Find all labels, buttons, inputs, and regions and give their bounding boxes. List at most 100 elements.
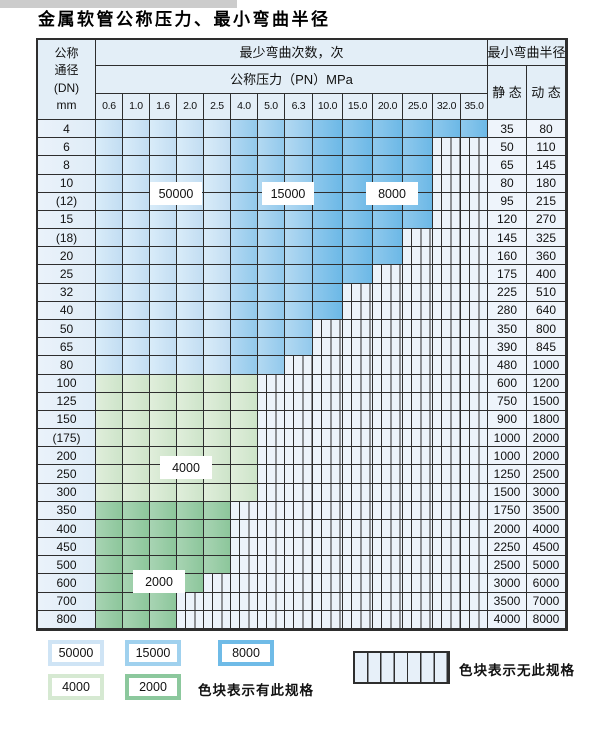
spec-cell xyxy=(96,138,123,157)
static-radius-cell: 280 xyxy=(488,301,527,320)
no-spec-cell xyxy=(373,519,403,539)
dn-header-line: mm xyxy=(56,97,77,112)
spec-cell xyxy=(204,501,231,520)
static-radius-cell: 145 xyxy=(488,229,527,248)
static-radius-cell: 3000 xyxy=(488,574,527,593)
spec-cell xyxy=(150,501,177,520)
no-spec-cell xyxy=(373,429,403,448)
no-spec-cell xyxy=(231,519,258,539)
dynamic-radius-cell: 1000 xyxy=(527,356,566,375)
nominal-pressure-header: 公称压力（PN）MPa xyxy=(96,66,488,94)
spec-cell xyxy=(313,301,343,320)
no-spec-cell xyxy=(258,519,285,539)
dn-cell: 800 xyxy=(38,610,96,629)
no-spec-cell xyxy=(313,319,343,339)
no-spec-cell xyxy=(433,283,461,302)
bend-count-label-50000: 50000 xyxy=(150,182,202,205)
spec-table: 公称 通径 (DN) mm 最少弯曲次数，次 最小弯曲半径 公称压力（PN）MP… xyxy=(36,38,568,631)
dn-cell: 150 xyxy=(38,410,96,430)
no-spec-cell xyxy=(313,338,343,357)
spec-cell xyxy=(373,229,403,248)
dynamic-radius-cell: 1200 xyxy=(527,374,566,393)
spec-cell xyxy=(150,319,177,339)
dynamic-radius-cell: 360 xyxy=(527,247,566,266)
dn-cell: 400 xyxy=(38,519,96,539)
spec-cell xyxy=(343,210,373,230)
spec-cell xyxy=(96,501,123,520)
spec-cell xyxy=(204,538,231,557)
no-spec-cell xyxy=(403,356,433,375)
spec-cell xyxy=(177,374,204,393)
spec-cell xyxy=(204,392,231,411)
legend-swatch-value: 50000 xyxy=(52,644,100,662)
spec-cell xyxy=(204,410,231,430)
no-spec-cell xyxy=(433,247,461,266)
dynamic-radius-cell: 1800 xyxy=(527,410,566,430)
no-spec-cell xyxy=(433,174,461,193)
spec-cell xyxy=(96,229,123,248)
static-radius-cell: 350 xyxy=(488,319,527,339)
spec-cell xyxy=(231,156,258,175)
no-spec-cell xyxy=(461,429,488,448)
no-spec-cell xyxy=(285,610,313,629)
dn-cell: 20 xyxy=(38,247,96,266)
spec-cell xyxy=(231,374,258,393)
spec-cell xyxy=(150,229,177,248)
no-spec-cell xyxy=(373,501,403,520)
dn-cell: 700 xyxy=(38,592,96,611)
spec-cell xyxy=(123,301,150,320)
no-spec-cell xyxy=(403,229,433,248)
spec-cell xyxy=(96,610,123,629)
spec-cell xyxy=(231,174,258,193)
no-spec-cell xyxy=(433,538,461,557)
spec-cell xyxy=(231,483,258,502)
static-radius-cell: 750 xyxy=(488,392,527,411)
no-spec-cell xyxy=(258,592,285,611)
dn-column-header: 公称 通径 (DN) mm xyxy=(38,40,96,120)
no-spec-cell xyxy=(343,592,373,611)
no-spec-cell xyxy=(204,574,231,593)
no-spec-cell xyxy=(461,356,488,375)
spec-cell xyxy=(177,138,204,157)
spec-cell xyxy=(96,519,123,539)
no-spec-cell xyxy=(285,592,313,611)
legend-swatch-15000: 15000 xyxy=(125,640,181,666)
spec-cell xyxy=(96,392,123,411)
dn-cell: 500 xyxy=(38,556,96,575)
spec-cell xyxy=(204,156,231,175)
spec-cell xyxy=(403,156,433,175)
no-spec-cell xyxy=(313,410,343,430)
spec-cell xyxy=(177,120,204,139)
dynamic-radius-cell: 2500 xyxy=(527,465,566,484)
dynamic-radius-cell: 1500 xyxy=(527,392,566,411)
spec-cell xyxy=(96,410,123,430)
spec-cell xyxy=(204,138,231,157)
spec-cell xyxy=(231,301,258,320)
no-spec-cell xyxy=(313,356,343,375)
no-spec-cell xyxy=(373,483,403,502)
dynamic-radius-cell: 270 xyxy=(527,210,566,230)
static-radius-cell: 1500 xyxy=(488,483,527,502)
dynamic-radius-cell: 2000 xyxy=(527,429,566,448)
spec-cell xyxy=(150,356,177,375)
spec-cell xyxy=(96,538,123,557)
dynamic-radius-cell: 845 xyxy=(527,338,566,357)
bend-count-label-4000: 4000 xyxy=(160,456,212,479)
no-spec-cell xyxy=(461,610,488,629)
spec-cell xyxy=(177,338,204,357)
spec-cell xyxy=(285,247,313,266)
spec-cell xyxy=(204,483,231,502)
no-spec-cell xyxy=(403,410,433,430)
dn-cell: 50 xyxy=(38,319,96,339)
no-spec-cell xyxy=(177,610,204,629)
spec-cell xyxy=(204,120,231,139)
spec-cell xyxy=(123,465,150,484)
spec-cell xyxy=(313,174,343,193)
spec-cell xyxy=(96,465,123,484)
static-radius-cell: 900 xyxy=(488,410,527,430)
no-spec-cell xyxy=(343,338,373,357)
no-spec-cell xyxy=(373,265,403,284)
bend-count-overlay-layer: 50000 15000 8000 4000 2000 xyxy=(36,38,568,631)
spec-cell xyxy=(177,319,204,339)
spec-cell xyxy=(150,519,177,539)
